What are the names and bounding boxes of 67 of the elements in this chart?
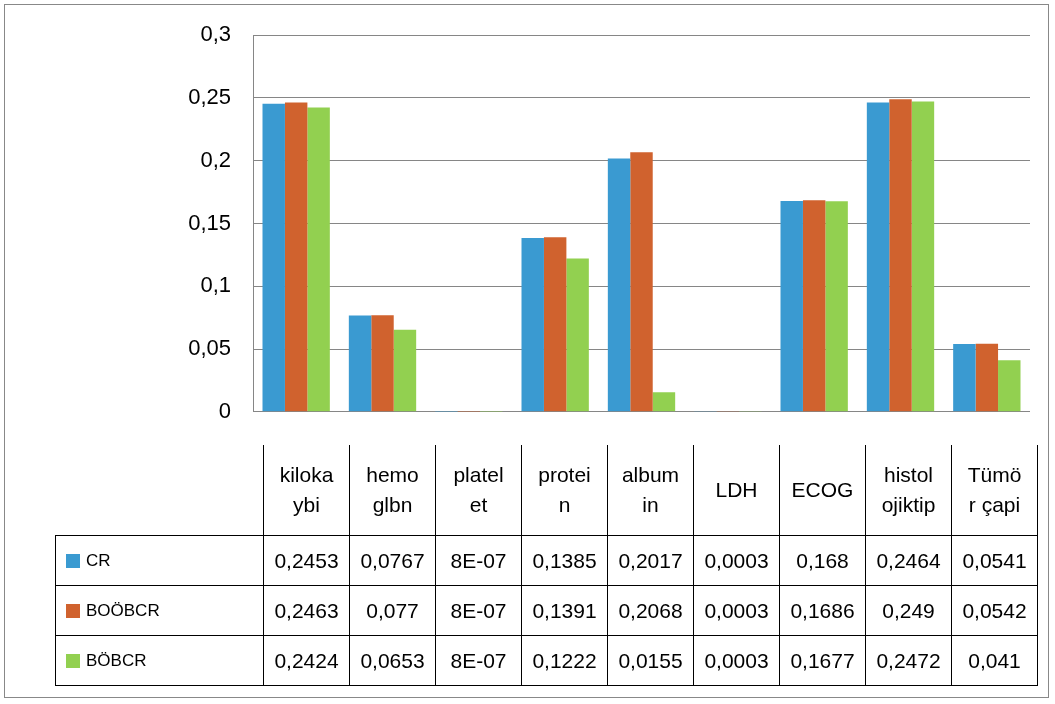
bar	[975, 343, 999, 412]
data-label: 0,1677	[779, 635, 866, 686]
data-label: 0,249	[865, 585, 952, 636]
y-tick-label: 0,15	[188, 209, 231, 235]
x-tick-label: kiloka ybi	[263, 445, 350, 536]
x-tick-label: ECOG	[779, 445, 866, 536]
bar	[953, 343, 976, 412]
bar	[371, 315, 394, 412]
x-tick-label: hemo glbn	[349, 445, 436, 536]
data-label: 0,1222	[521, 635, 608, 686]
data-label: 0,2453	[263, 535, 350, 586]
data-label: 0,0653	[349, 635, 436, 686]
data-label: 0,0155	[607, 635, 694, 686]
data-label: 0,168	[779, 535, 866, 586]
bar	[998, 360, 1021, 412]
bar	[630, 152, 653, 412]
bar	[825, 201, 848, 412]
bar	[802, 200, 826, 412]
data-label: 0,0003	[693, 585, 780, 636]
bar	[566, 258, 589, 412]
y-tick-label: 0	[218, 397, 231, 423]
x-tick-label: platel et	[435, 445, 522, 536]
legend-label: BÖBCR	[55, 635, 264, 686]
bar	[652, 392, 676, 412]
x-tick-label: album in	[607, 445, 694, 536]
x-tick-label: Tümö r çapi	[951, 445, 1038, 536]
bar	[780, 200, 803, 412]
y-tick-label: 0,25	[188, 84, 231, 110]
bar	[393, 329, 417, 412]
data-label: 0,2068	[607, 585, 694, 636]
data-label: 0,1385	[521, 535, 608, 586]
y-tick-label: 0,2	[200, 146, 231, 172]
legend-label: CR	[55, 535, 264, 586]
bar	[543, 237, 567, 412]
data-label: 0,2472	[865, 635, 952, 686]
data-label: 0,1391	[521, 585, 608, 636]
data-label: 0,041	[951, 635, 1038, 686]
bar	[348, 315, 372, 412]
data-label: 0,0541	[951, 535, 1038, 586]
x-tick-label: histol ojiktip	[865, 445, 952, 536]
bar	[866, 102, 890, 412]
y-tick-label: 0,3	[200, 21, 231, 47]
data-label: 0,0767	[349, 535, 436, 586]
data-label: 8E-07	[435, 535, 522, 586]
data-label: 0,2017	[607, 535, 694, 586]
data-label: 8E-07	[435, 635, 522, 686]
x-tick-label: LDH	[693, 445, 780, 536]
x-tick-label: protei n	[521, 445, 608, 536]
bar	[284, 102, 308, 412]
data-label: 0,1686	[779, 585, 866, 636]
bar	[262, 103, 285, 412]
data-label: 0,0003	[693, 535, 780, 586]
data-label: 0,2463	[263, 585, 350, 636]
data-label: 0,0542	[951, 585, 1038, 636]
data-label: 0,077	[349, 585, 436, 636]
legend-label: BOÖBCR	[55, 585, 264, 636]
bar	[911, 101, 935, 412]
y-tick-label: 0,05	[188, 335, 231, 361]
bar	[307, 107, 330, 412]
data-label: 8E-07	[435, 585, 522, 636]
data-label: 0,2464	[865, 535, 952, 586]
bar	[889, 99, 912, 412]
y-tick-label: 0,1	[200, 272, 231, 298]
bar	[521, 237, 544, 412]
bar	[607, 158, 631, 412]
data-label: 0,0003	[693, 635, 780, 686]
data-label: 0,2424	[263, 635, 350, 686]
